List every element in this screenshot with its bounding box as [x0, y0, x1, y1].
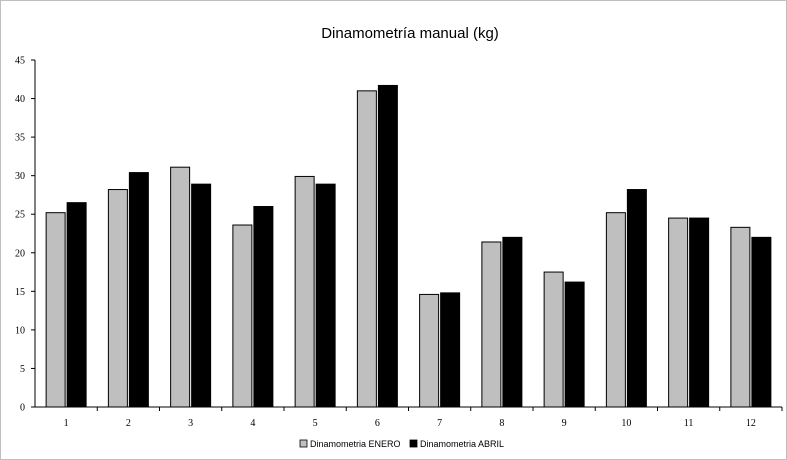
bar-abril [128, 172, 149, 408]
legend: Dinamometria ENERO Dinamometria ABRIL [299, 439, 504, 449]
legend-label: Dinamometria ENERO [310, 439, 401, 449]
y-tick-label: 35 [15, 133, 25, 144]
y-tick-label: 45 [15, 56, 25, 67]
bar-abril [315, 183, 336, 408]
y-tick-label: 40 [15, 94, 25, 105]
bar-enero [419, 293, 440, 408]
y-tick-label: 0 [20, 403, 25, 414]
bar-abril [191, 183, 212, 408]
bars [45, 84, 772, 408]
y-tick-label: 15 [15, 287, 25, 298]
legend-swatch [299, 439, 308, 448]
legend-label: Dinamometria ABRIL [420, 439, 504, 449]
bar-enero [294, 175, 315, 408]
x-tick-label: 1 [64, 418, 69, 429]
x-tick-label: 2 [126, 418, 131, 429]
chart-title: Dinamometría manual (kg) [321, 25, 499, 42]
x-tick-label: 12 [746, 418, 756, 429]
x-tick-label: 4 [250, 418, 255, 429]
bar-abril [253, 206, 274, 408]
bar-abril [377, 84, 398, 408]
bar-abril [564, 281, 585, 408]
x-tick-label: 3 [188, 418, 193, 429]
y-tick-label: 30 [15, 171, 25, 182]
bar-enero [543, 271, 564, 408]
bar-abril [689, 217, 710, 408]
legend-swatch [409, 439, 418, 448]
bar-enero [356, 90, 377, 408]
x-tick-label: 11 [684, 418, 694, 429]
bar-abril [66, 202, 87, 408]
x-tick-label: 8 [499, 418, 504, 429]
y-tick-label: 10 [15, 325, 25, 336]
bar-enero [668, 217, 689, 408]
bar-enero [107, 189, 128, 408]
bar-abril [626, 189, 647, 408]
bar-enero [170, 166, 191, 408]
x-tick-label: 5 [313, 418, 318, 429]
bar-enero [730, 226, 751, 408]
y-tick-label: 20 [15, 248, 25, 259]
bar-abril [502, 236, 523, 408]
y-tick-label: 25 [15, 210, 25, 221]
x-tick-label: 6 [375, 418, 380, 429]
x-tick-label: 9 [562, 418, 567, 429]
y-tick-label: 5 [20, 364, 25, 375]
bar-abril [440, 292, 461, 408]
x-axis: 1 2 3 4 5 6 7 8 9 10 11 12 [35, 406, 783, 429]
bar-enero [605, 212, 626, 408]
bar-enero [232, 224, 253, 408]
x-tick-label: 10 [621, 418, 631, 429]
y-axis: 0 5 10 15 20 25 30 35 40 45 [15, 56, 36, 414]
bar-enero [481, 241, 502, 408]
x-tick-label: 7 [437, 418, 442, 429]
bar-abril [751, 236, 772, 408]
bar-enero [45, 212, 66, 408]
